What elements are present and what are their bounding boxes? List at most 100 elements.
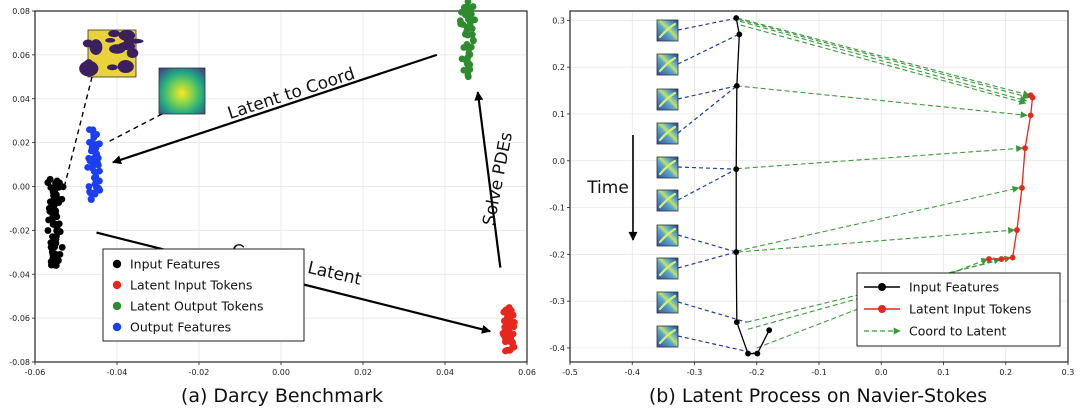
scatter-point <box>52 220 60 228</box>
y-tick-label: 0.02 <box>12 139 30 148</box>
thumbnail-link <box>677 85 737 100</box>
legend-label: Input Features <box>130 257 220 272</box>
legend-label: Latent Input Tokens <box>909 302 1031 317</box>
y-tick-label: -0.06 <box>9 314 30 323</box>
thumbnail-streak <box>658 260 677 277</box>
thumbnail-blob <box>117 60 134 74</box>
scatter-point <box>505 328 513 336</box>
scatter-point <box>87 189 94 197</box>
thumbnail-link <box>677 301 747 323</box>
legend-marker <box>878 305 886 313</box>
thumbnail-link <box>677 85 738 134</box>
coord-to-latent-arrow <box>736 85 1028 119</box>
thumbnail-streak <box>658 227 677 244</box>
annotation-arrow <box>112 53 438 165</box>
y-tick-label: 0.08 <box>12 7 30 16</box>
x-tick-label: 0.0 <box>875 368 888 377</box>
series-point <box>745 350 751 357</box>
thumbnail-blob <box>108 30 121 38</box>
panel-caption: (b) Latent Process on Navier-Stokes <box>649 385 987 407</box>
series-point <box>1029 94 1036 101</box>
thumbnail-streak <box>658 125 677 142</box>
scatter-point <box>505 304 513 311</box>
x-tick-label: -0.1 <box>811 368 827 377</box>
x-tick-label: 0.1 <box>937 368 950 377</box>
x-tick-label: 0.00 <box>272 368 290 377</box>
y-tick-label: -0.04 <box>9 270 30 279</box>
scatter-point <box>466 66 474 74</box>
coord-to-latent-arrow <box>738 18 1031 100</box>
scatter-point <box>48 206 56 214</box>
coord-to-latent-arrow <box>738 227 1016 253</box>
series-point <box>1014 227 1020 233</box>
series-point <box>1019 185 1025 191</box>
legend-marker <box>112 259 122 269</box>
series-point <box>1022 145 1028 152</box>
scatter-point <box>55 199 63 207</box>
y-tick-label: -0.08 <box>9 358 30 367</box>
panel-caption: (a) Darcy Benchmark <box>181 385 383 407</box>
scatter-point <box>94 186 102 194</box>
coord-to-latent-arrow <box>736 185 1020 252</box>
x-tick-label: -0.02 <box>189 368 210 377</box>
legend-label: Output Features <box>130 320 231 335</box>
thumbnail-pressure <box>158 67 206 115</box>
scatter-point <box>44 227 52 234</box>
x-tick-label: -0.4 <box>624 368 640 377</box>
scatter-point <box>49 213 57 221</box>
panel-b: -0.5 -0.4 -0.3 -0.2 -0.1 0.0 0.1 0.2 0.3 -0.4 -0.3… <box>549 10 1074 407</box>
y-tick-label: 0.1 <box>552 110 565 119</box>
legend-marker <box>112 280 122 290</box>
scatter-point <box>47 258 55 266</box>
series-point <box>1027 112 1034 119</box>
scatter-point <box>55 257 62 264</box>
series-point <box>998 256 1005 262</box>
thumbnail-link <box>677 168 737 201</box>
scatter-point <box>53 227 61 235</box>
thumbnail-streak <box>658 91 677 108</box>
x-tick-label: 0.02 <box>354 368 372 377</box>
plot-border <box>569 10 1069 363</box>
scatter-point <box>87 195 95 203</box>
scatter-point <box>468 25 476 33</box>
thumbnail-streak <box>658 294 677 311</box>
scatter-point <box>90 174 98 182</box>
scatter-point <box>500 331 507 339</box>
thumbnail-link <box>677 251 737 269</box>
legend-label: Latent Output Tokens <box>130 299 263 314</box>
y-tick-label: -0.02 <box>9 226 30 235</box>
legend-label: Coord to Latent <box>909 324 1007 339</box>
thumbnail-blob <box>118 30 136 41</box>
series-point <box>986 256 992 262</box>
series-point <box>733 319 740 326</box>
thumbnail-blob <box>105 38 116 43</box>
scatter-point <box>506 338 514 345</box>
x-tick-label: -0.3 <box>687 368 703 377</box>
x-tick-label: 0.04 <box>436 368 454 377</box>
scatter-point <box>51 186 59 194</box>
thumbnail-blob <box>117 41 136 51</box>
y-tick-label: 0.04 <box>12 95 30 104</box>
scatter-point <box>50 196 58 204</box>
scatter-point <box>460 66 468 74</box>
series-point <box>754 350 761 357</box>
thumbnail-leader-line <box>63 76 93 189</box>
scatter-point <box>469 36 477 44</box>
x-tick-label: -0.2 <box>749 368 765 377</box>
scatter-point <box>90 167 98 175</box>
thumbnail-leader-line <box>107 113 163 143</box>
thumbnail-streak <box>658 56 677 73</box>
series-point <box>766 327 773 334</box>
legend-label: Input Features <box>909 280 999 295</box>
series-point <box>733 82 740 89</box>
scatter-point <box>90 154 98 162</box>
thumbnail-link <box>677 234 737 253</box>
legend-label: Latent Input Tokens <box>130 278 252 293</box>
series-point <box>1009 254 1016 261</box>
scatter-point <box>505 319 512 327</box>
scatter-point <box>506 346 514 354</box>
thumbnail-streak <box>658 159 677 176</box>
scatter-point <box>52 179 59 187</box>
coord-to-latent-arrow <box>737 17 1031 98</box>
series-point <box>736 31 743 38</box>
